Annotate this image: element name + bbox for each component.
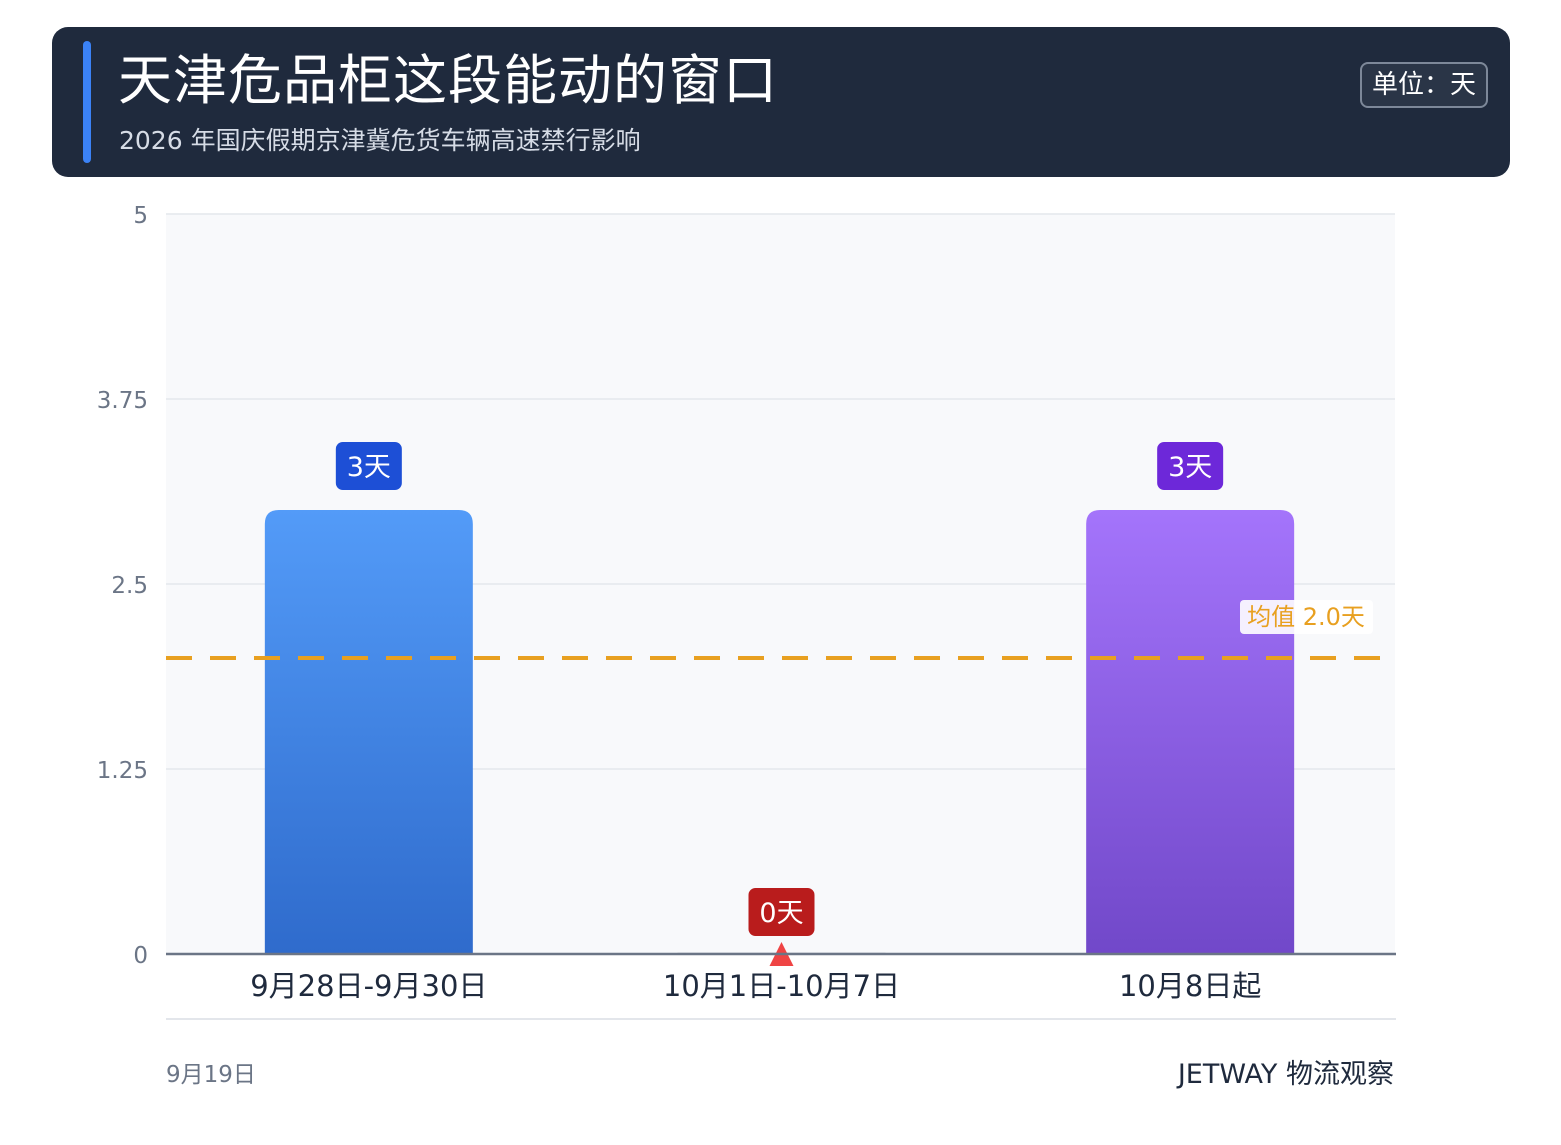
- footer-date: 9月19日: [166, 1062, 256, 1088]
- x-tick-label: 10月8日起: [1119, 969, 1261, 1003]
- chart-title: 天津危品柜这段能动的窗口: [118, 49, 778, 112]
- value-label-bg: [1157, 442, 1224, 490]
- mean-label: 均值 2.0天: [1247, 603, 1365, 631]
- mean-line-group: 均值 2.0天: [166, 600, 1396, 660]
- bar: [1086, 510, 1295, 954]
- y-axis-ticks: 0 1.25 2.5 3.75 5: [97, 203, 148, 969]
- y-tick-label: 0: [133, 943, 148, 969]
- chart-header: 天津危品柜这段能动的窗口 2026 年国庆假期京津冀危货车辆高速禁行影响 单位：…: [52, 27, 1510, 177]
- mean-label-bg: [1240, 600, 1373, 634]
- value-label: 3天: [1168, 452, 1212, 483]
- footer-brand: JETWAY 物流观察: [1177, 1059, 1394, 1090]
- bar: [264, 510, 473, 954]
- x-tick-label: 10月1日-10月7日: [663, 969, 900, 1003]
- y-tick-label: 3.75: [97, 388, 148, 414]
- header-accent-bar: [83, 41, 91, 163]
- value-label-bg: [748, 888, 815, 936]
- y-tick-label: 2.5: [111, 573, 148, 599]
- chart-subtitle: 2026 年国庆假期京津冀危货车辆高速禁行影响: [119, 126, 641, 155]
- x-tick-label: 9月28日-9月30日: [250, 969, 487, 1003]
- value-labels: 3天 0天 3天: [335, 442, 1224, 936]
- value-label: 0天: [759, 898, 803, 929]
- y-tick-label: 5: [133, 203, 148, 229]
- y-tick-label: 1.25: [97, 758, 148, 784]
- value-label: 3天: [347, 452, 391, 483]
- x-axis-ticks: 9月28日-9月30日 10月1日-10月7日 10月8日起: [250, 969, 1261, 1003]
- value-label-bg: [335, 442, 402, 490]
- unit-badge: 单位：天: [1359, 62, 1488, 108]
